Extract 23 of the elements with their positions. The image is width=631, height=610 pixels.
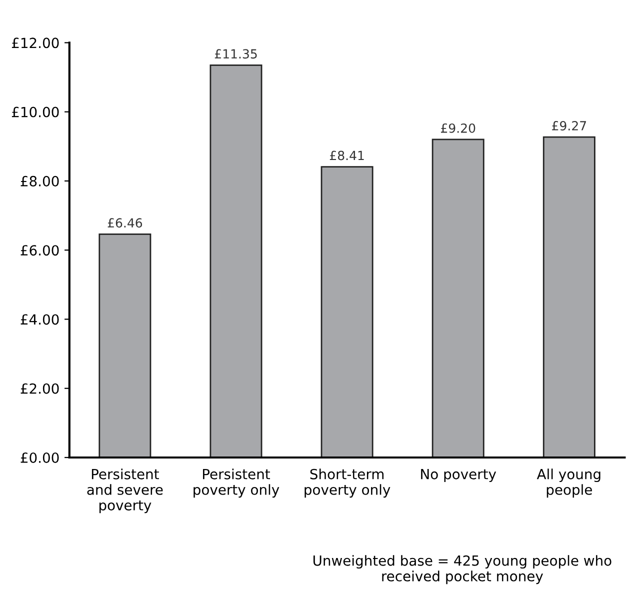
x-tick-label: Persistent and severe poverty [87,468,163,514]
data-label: £9.27 [552,121,586,130]
bar [210,64,262,458]
data-label: £6.46 [108,218,142,228]
x-tick-label: Short-term poverty only [304,468,390,498]
y-tick-label: £2.00 [20,383,59,394]
data-label: £11.35 [214,49,257,59]
y-tick-label: £4.00 [20,314,59,325]
bar [320,166,374,458]
y-tick-label: £0.00 [20,452,59,463]
y-tick-label: £10.00 [12,106,59,118]
x-tick-label: No poverty [421,469,496,482]
bar [432,138,484,458]
data-label: £9.20 [441,123,476,133]
y-tick-label: £8.00 [20,176,59,186]
data-label: £8.41 [330,150,364,160]
bar [98,234,152,458]
x-tick-label: Persistent poverty only [194,468,280,498]
y-tick-label: £6.00 [20,245,59,256]
bar [542,136,596,458]
text: Unweighted base = 425 young people who received pocket money [313,555,612,584]
x-tick-label: All young people [536,468,600,498]
y-tick-label: £12.00 [12,38,59,48]
